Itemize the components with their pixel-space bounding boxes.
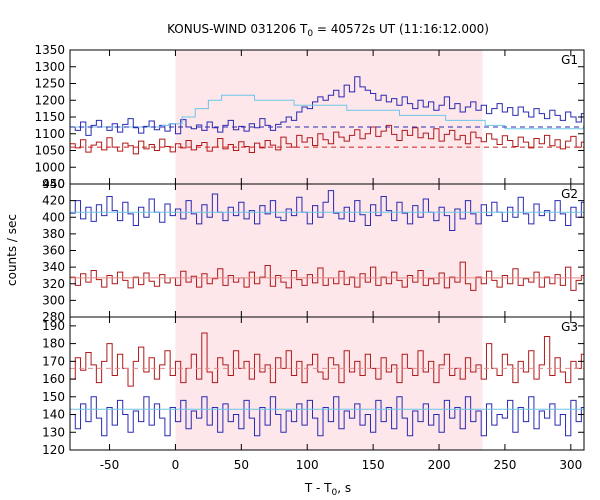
panel-g2: 280 300 320 340 360 380 400 420 440 G2 [42, 177, 585, 324]
y-tick-label: 400 [42, 210, 65, 224]
y-tick-label: 280 [42, 310, 65, 324]
y-tick-label: 190 [42, 319, 65, 333]
x-tick-label: 0 [172, 458, 180, 472]
y-tick-label: 1100 [34, 127, 65, 141]
y-tick-label: 180 [42, 337, 65, 351]
highlight-region [175, 317, 483, 450]
y-tick-label: 1200 [34, 93, 65, 107]
y-tick-label: 1150 [34, 110, 65, 124]
highlight-region [175, 50, 483, 184]
x-tick-label: 250 [493, 458, 516, 472]
x-tick-label: 150 [362, 458, 385, 472]
series-line-1 [70, 76, 584, 136]
y-tick-label: 320 [42, 277, 65, 291]
y-tick-label: 1050 [34, 144, 65, 158]
y-tick-label: 120 [42, 443, 65, 457]
x-tick-label: 50 [234, 458, 249, 472]
panel-label: G3 [561, 320, 578, 334]
y-tick-label: 300 [42, 293, 65, 307]
y-tick-label: 360 [42, 244, 65, 258]
highlight-region [175, 184, 483, 317]
y-tick-label: 1250 [34, 77, 65, 91]
y-tick-label: 160 [42, 372, 65, 386]
y-tick-label: 1000 [34, 160, 65, 174]
panel-g1: 950 1000 1050 1100 1150 1200 1250 1300 1350 G1 [34, 43, 585, 191]
y-tick-label: 380 [42, 227, 65, 241]
panel-frame [69, 316, 585, 451]
y-tick-label: 170 [42, 354, 65, 368]
y-tick-label: 150 [42, 390, 65, 404]
y-tick-label: 1300 [34, 60, 65, 74]
y-tick-label: 1350 [34, 43, 65, 57]
series-group [70, 332, 584, 437]
series-line-3 [70, 396, 584, 437]
x-tick-label: 300 [559, 458, 582, 472]
y-tick-label: 140 [42, 408, 65, 422]
y-tick-label: 420 [42, 194, 65, 208]
x-tick-label: 100 [296, 458, 319, 472]
series-line-3 [70, 261, 584, 291]
x-axis-label: T - T0, s [304, 481, 351, 498]
y-tick-label: 130 [42, 425, 65, 439]
series-group [70, 190, 584, 291]
series-line-1 [70, 190, 584, 232]
panel-label: G2 [561, 187, 578, 201]
y-axis-label: counts / sec [5, 214, 19, 286]
series-line-2 [70, 94, 584, 130]
y-tick-label: 440 [42, 177, 65, 191]
plot-area: 95010001050110011501200125013001350G1280… [34, 43, 585, 472]
panel-label: G1 [561, 53, 578, 67]
series-line-3 [70, 124, 584, 155]
y-tick-label: 950 [42, 177, 65, 191]
x-tick-label: -50 [100, 458, 120, 472]
panel-g3: 120 130 140 150 160 170 180 190 G3 [42, 316, 585, 457]
x-tick-label: 200 [428, 458, 451, 472]
chart-title: KONUS-WIND 031206 T0 = 40572s UT (11:16:… [167, 22, 489, 39]
series-group [70, 76, 584, 155]
y-tick-label: 340 [42, 260, 65, 274]
